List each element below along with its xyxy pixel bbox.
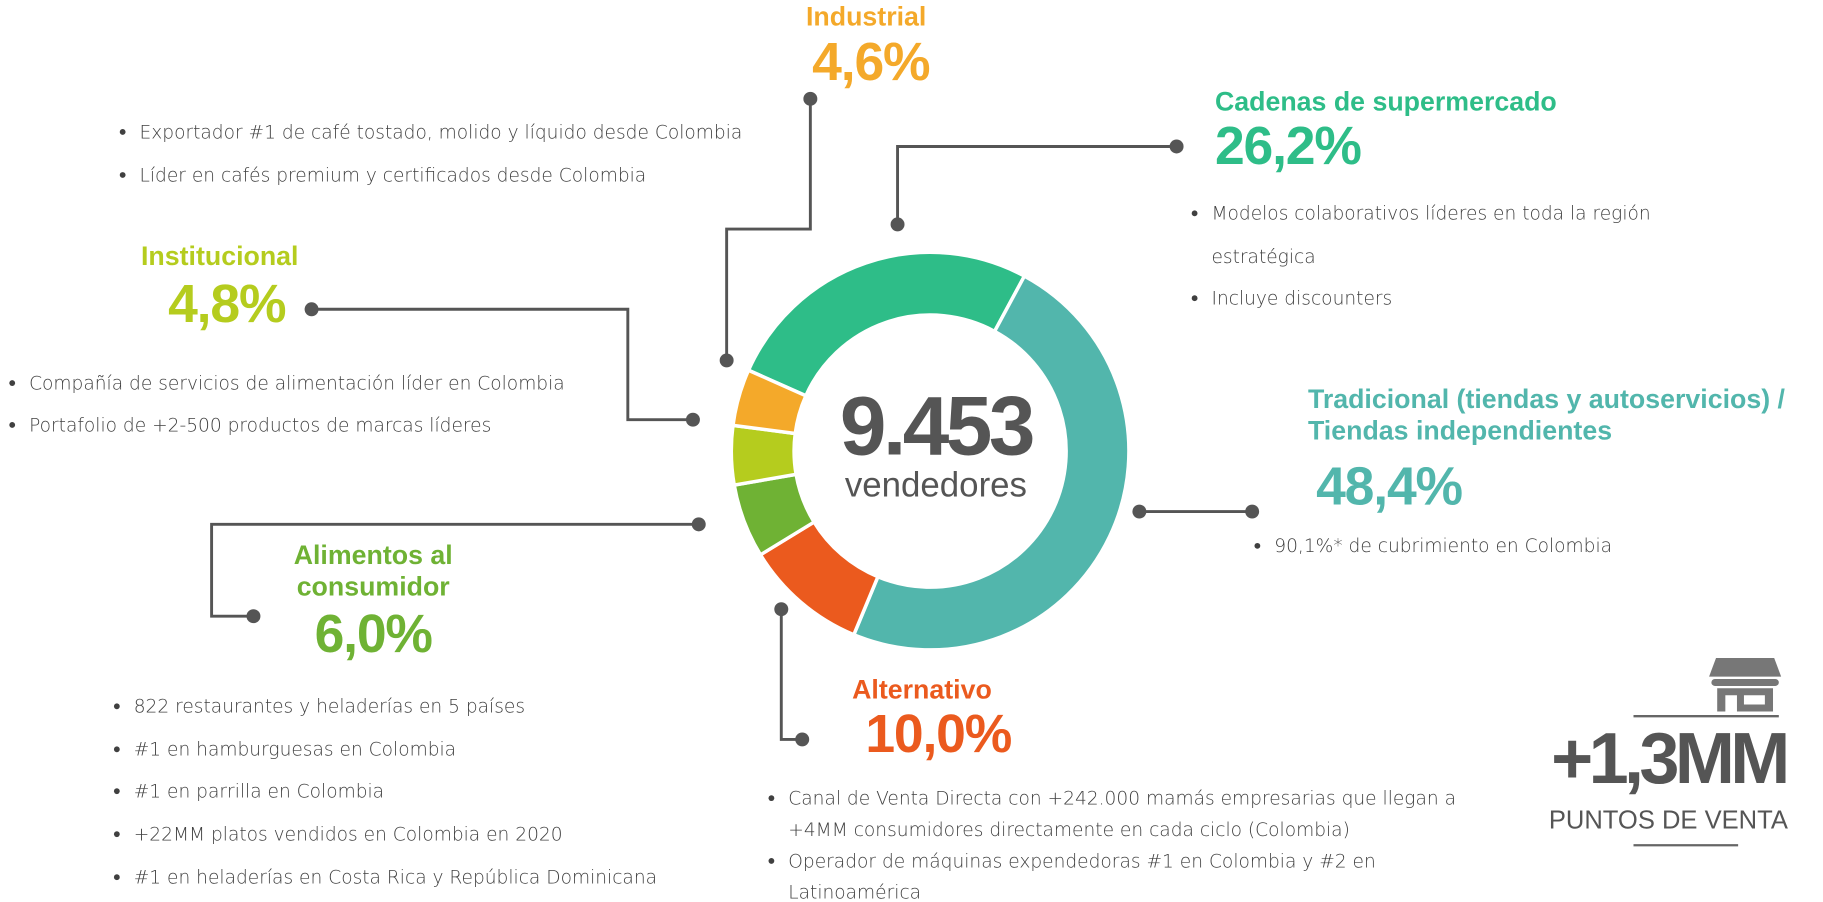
note: Incluye discounters	[1211, 278, 1676, 320]
donut-segment	[851, 273, 1131, 652]
note: +22MM platos vendidos en Colombia en 202…	[134, 814, 785, 857]
segment-percent: 10,0%	[865, 703, 1012, 764]
leader-dot	[890, 217, 905, 232]
center-label: vendedores	[845, 465, 1027, 504]
note: Modelos colaborativos líderes en toda la…	[1211, 193, 1676, 278]
segment-name: Tradicional (tiendas y autoservicios) / …	[1307, 383, 1785, 446]
segment-name: Alimentos al consumidor	[293, 539, 453, 602]
leader-line	[896, 145, 1177, 225]
store-icon	[1709, 658, 1782, 712]
center-value: 9.453	[840, 379, 1033, 473]
leader-dot	[795, 732, 810, 747]
notes-list: 90,1%* de cubrimiento en Colombia	[1253, 529, 1762, 564]
leader-dot	[246, 609, 261, 624]
notes-list: 822 restaurantes y heladerías en 5 paíse…	[87, 686, 785, 899]
note: Exportador #1 de café tostado, molido y …	[140, 112, 861, 154]
notes-list: Compañía de servicios de alimentación lí…	[0, 363, 680, 447]
segment-name: Industrial	[805, 1, 927, 32]
notes-list: Canal de Venta Directa con +242.000 mamá…	[719, 782, 1510, 902]
segment-percent: 48,4%	[1316, 455, 1463, 517]
note: Operador de máquinas expendedoras #1 en …	[788, 845, 1509, 902]
note: Portafolio de +2-500 productos de marcas…	[29, 405, 680, 447]
leader-dot	[774, 602, 789, 617]
leader-line	[725, 98, 812, 361]
notes-list: Exportador #1 de café tostado, molido y …	[91, 112, 861, 197]
note: #1 en parrilla en Colombia	[134, 771, 785, 814]
segment-name: Institucional	[140, 240, 299, 271]
footer-label: PUNTOS DE VENTA	[1549, 807, 1788, 835]
note: Líder en cafés premium y certificados de…	[140, 154, 861, 196]
leader-dot	[304, 302, 319, 317]
leader-dot	[803, 91, 818, 106]
leader-dot	[1169, 139, 1184, 154]
leader-line	[311, 307, 693, 422]
leader-dot	[1132, 504, 1147, 519]
donut-segment	[731, 367, 809, 436]
segment-percent: 4,6%	[812, 31, 930, 92]
note: #1 en hamburguesas en Colombia	[134, 729, 785, 772]
leader-dot	[1245, 504, 1260, 519]
segment-name: Cadenas de supermercado	[1214, 86, 1557, 117]
leader-dot	[719, 353, 734, 368]
notes-list: Modelos colaborativos líderes en toda la…	[1177, 193, 1677, 320]
donut-segment	[746, 250, 1027, 399]
note: Canal de Venta Directa con +242.000 mamá…	[788, 782, 1509, 845]
segment-percent: 6,0%	[314, 603, 433, 664]
leader-line	[210, 522, 699, 618]
segment-name: Alternativo	[852, 674, 992, 705]
note: 822 restaurantes y heladerías en 5 paíse…	[134, 686, 785, 729]
note: 90,1%* de cubrimiento en Colombia	[1274, 529, 1762, 564]
leader-dot	[685, 412, 700, 427]
footer-value: +1,3MM	[1551, 719, 1786, 799]
segment-percent: 26,2%	[1214, 115, 1362, 176]
note: #1 en heladerías en Costa Rica y Repúbli…	[134, 857, 785, 900]
leader-dot	[691, 517, 706, 532]
note: Compañía de servicios de alimentación lí…	[29, 363, 680, 405]
segment-percent: 4,8%	[168, 273, 286, 334]
donut-segment	[729, 423, 799, 488]
